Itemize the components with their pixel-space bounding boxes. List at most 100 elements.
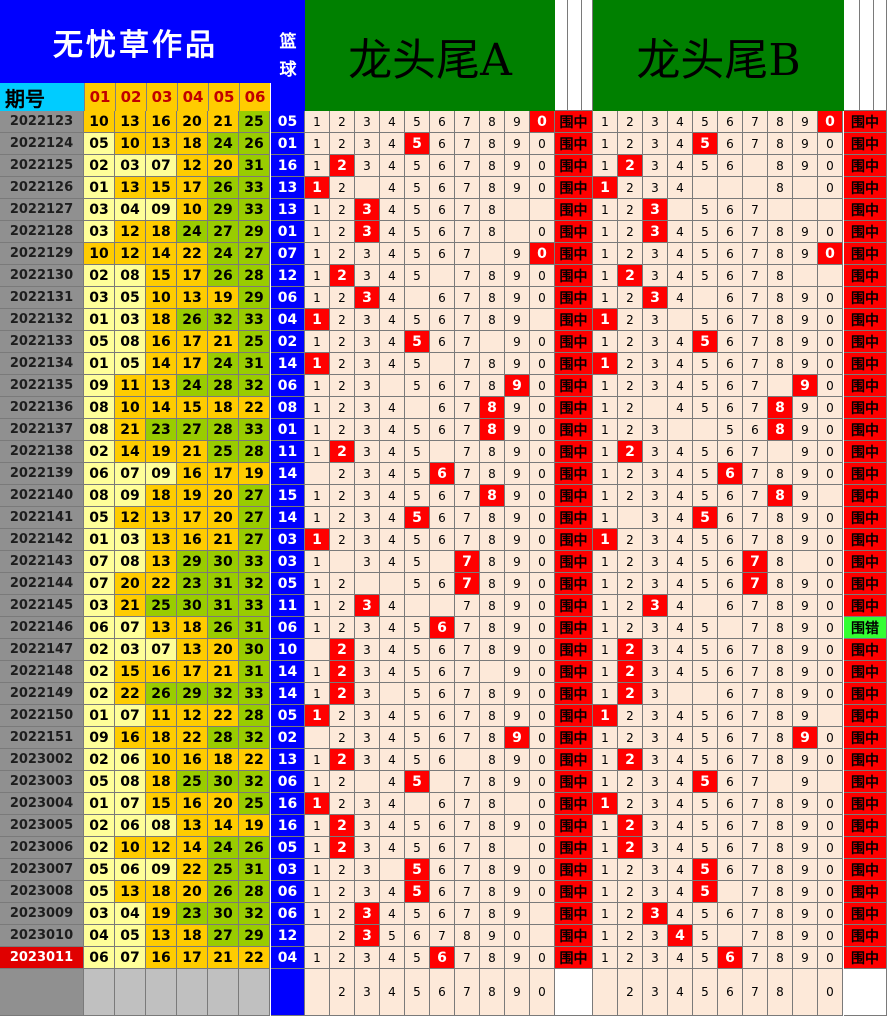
a-digit-cell: 9	[480, 925, 505, 947]
number-cell: 24	[208, 243, 239, 265]
a-digit-cell: 2	[330, 947, 355, 969]
b-digit-cell: 1	[593, 353, 618, 375]
b-digit-cell: 3	[643, 287, 668, 309]
period-cell: 2022148	[0, 661, 84, 683]
a-digit-cell: 7	[455, 969, 480, 1016]
ball-cell: 14	[271, 353, 305, 375]
a-digit-cell: 9	[505, 397, 530, 419]
number-cell: 18	[146, 485, 177, 507]
result-b-cell: 围错	[844, 617, 887, 639]
a-digit-cell	[305, 727, 330, 749]
ball-cell: 02	[271, 727, 305, 749]
a-digit-cell: 9	[505, 265, 530, 287]
b-digit-cell: 6	[718, 771, 743, 793]
a-digit-cell: 2	[330, 859, 355, 881]
result-b-cell: 围中	[844, 573, 887, 595]
a-digit-cell	[480, 243, 505, 265]
a-digit-cell: 1	[305, 551, 330, 573]
ball-cell: 06	[271, 881, 305, 903]
b-digit-cell: 5	[693, 485, 718, 507]
number-cell: 18	[146, 771, 177, 793]
number-cell: 09	[146, 199, 177, 221]
num-header-01: 01	[84, 83, 115, 111]
result-a-cell: 围中	[555, 353, 593, 375]
a-digit-cell: 4	[380, 287, 405, 309]
a-digit-cell: 1	[305, 441, 330, 463]
a-digit-cell: 2	[330, 353, 355, 375]
a-digit-cell: 6	[430, 683, 455, 705]
b-digit-cell: 3	[643, 639, 668, 661]
b-digit-cell: 6	[718, 683, 743, 705]
period-cell: 2023004	[0, 793, 84, 815]
b-digit-cell: 4	[668, 133, 693, 155]
number-cell: 03	[84, 287, 115, 309]
a-digit-cell: 9	[505, 243, 530, 265]
result-a-cell: 围中	[555, 133, 593, 155]
b-digit-cell: 2	[618, 793, 643, 815]
a-digit-cell: 6	[430, 573, 455, 595]
b-digit-cell: 8	[768, 595, 793, 617]
a-digit-cell: 1	[305, 485, 330, 507]
ball-cell: 16	[271, 815, 305, 837]
a-digit-cell: 2	[330, 265, 355, 287]
a-digit-cell: 7	[455, 837, 480, 859]
a-digit-cell: 4	[380, 507, 405, 529]
b-digit-cell: 0	[818, 881, 843, 903]
number-cell: 25	[177, 771, 208, 793]
b-digit-cell: 8	[768, 485, 793, 507]
result-a-cell: 围中	[555, 199, 593, 221]
a-digit-cell: 8	[480, 155, 505, 177]
a-digit-cell: 4	[380, 749, 405, 771]
ball-cell: 10	[271, 639, 305, 661]
a-digit-cell: 3	[355, 749, 380, 771]
a-digit-cell: 1	[305, 859, 330, 881]
a-digit-cell: 0	[530, 111, 555, 133]
b-digit-cell: 8	[768, 815, 793, 837]
b-digit-cell: 7	[743, 573, 768, 595]
number-cell: 08	[115, 331, 146, 353]
number-cell: 20	[208, 485, 239, 507]
number-cell: 22	[239, 397, 270, 419]
a-digit-cell: 8	[480, 639, 505, 661]
b-digit-cell: 1	[593, 573, 618, 595]
a-digit-cell: 8	[480, 507, 505, 529]
b-digit-cell	[693, 287, 718, 309]
a-digit-cell: 4	[380, 353, 405, 375]
a-digit-cell: 0	[530, 419, 555, 441]
b-digit-cell: 2	[618, 903, 643, 925]
ball-cell: 05	[271, 111, 305, 133]
number-cell: 18	[146, 727, 177, 749]
b-digit-cell: 4	[668, 617, 693, 639]
ball-cell	[271, 969, 305, 1016]
b-digit-cell: 2	[618, 749, 643, 771]
a-digit-cell: 5	[405, 661, 430, 683]
ball-header: 篮球	[271, 0, 305, 111]
b-digit-cell: 5	[693, 705, 718, 727]
b-digit-cell: 8	[768, 639, 793, 661]
b-digit-cell: 5	[693, 881, 718, 903]
b-digit-cell: 0	[818, 419, 843, 441]
b-digit-cell	[643, 397, 668, 419]
number-cell: 15	[177, 397, 208, 419]
number-cell: 32	[208, 309, 239, 331]
a-digit-cell: 8	[480, 969, 505, 1016]
number-cell	[239, 969, 270, 1016]
number-cell: 22	[177, 727, 208, 749]
a-digit-cell: 8	[480, 617, 505, 639]
b-digit-cell: 2	[618, 529, 643, 551]
a-digit-cell: 9	[505, 419, 530, 441]
b-digit-cell: 0	[818, 837, 843, 859]
a-digit-cell: 4	[380, 727, 405, 749]
b-digit-cell: 4	[668, 793, 693, 815]
a-digit-cell: 2	[330, 287, 355, 309]
number-cell: 15	[146, 177, 177, 199]
period-cell: 2022146	[0, 617, 84, 639]
b-digit-cell: 0	[818, 969, 843, 1016]
ball-cell: 14	[271, 463, 305, 485]
number-cell: 22	[239, 947, 270, 969]
b-digit-cell: 4	[668, 485, 693, 507]
b-digit-cell: 3	[643, 683, 668, 705]
b-digit-cell: 9	[793, 683, 818, 705]
b-digit-cell: 7	[743, 947, 768, 969]
b-digit-cell: 1	[593, 771, 618, 793]
